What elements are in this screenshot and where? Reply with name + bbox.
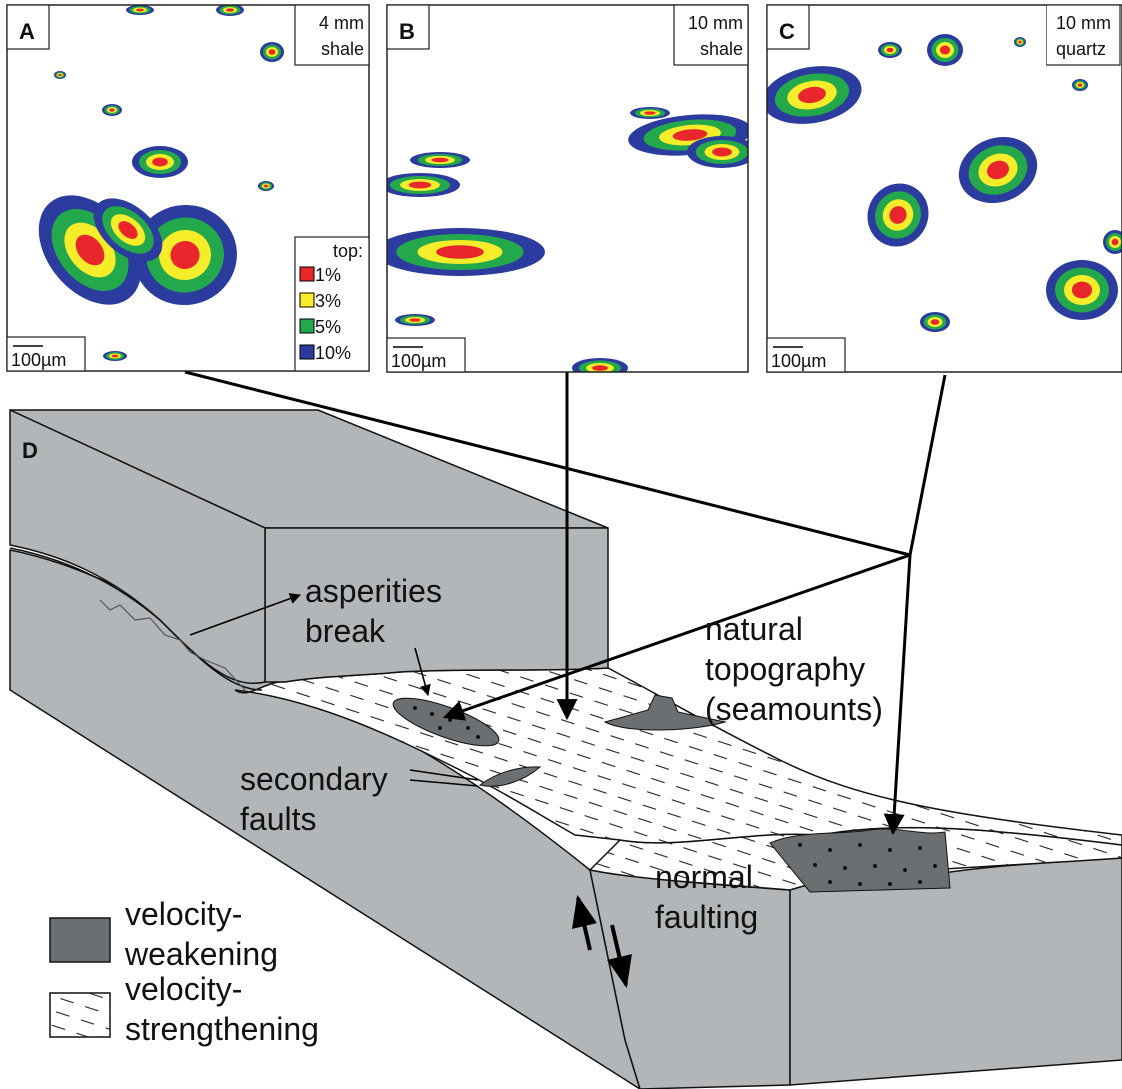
heat-region	[436, 245, 484, 258]
legend-swatch	[50, 918, 110, 962]
heat-region	[1072, 282, 1092, 299]
legend-hatch	[50, 993, 110, 1037]
figure: D asperities break natural topography (s…	[0, 0, 1122, 1089]
micrograph: B 10 mm shale 100µm	[375, 5, 757, 378]
legend-title: top:	[333, 241, 363, 261]
heat-region	[887, 48, 894, 52]
annotation: break	[305, 613, 386, 649]
legend-text: weakening	[124, 936, 278, 972]
scale-text: 100µm	[771, 351, 826, 371]
heat-region	[58, 74, 61, 76]
panel-label: A	[19, 19, 35, 44]
tag-text: 10 mm	[688, 13, 743, 33]
tag-text: 10 mm	[1056, 13, 1111, 33]
tag-text: 4 mm	[319, 13, 364, 33]
panel-label: C	[779, 19, 795, 44]
annotation: faults	[240, 801, 316, 837]
heat-region	[1112, 239, 1119, 246]
annotation: faulting	[655, 899, 758, 935]
tag-text: shale	[321, 39, 364, 59]
legend-text: 3%	[315, 291, 341, 311]
heat-region	[432, 158, 449, 162]
micrograph-panels: A 4 mm shale 100µm top: 1% 3% 5% 10% B 10 mm shale 1…	[7, 4, 1122, 378]
legend-text: velocity-	[125, 896, 242, 932]
heat-region	[264, 185, 268, 188]
legend-text: strengthening	[125, 1011, 319, 1047]
heat-region	[269, 49, 276, 55]
panel-label: B	[399, 19, 415, 44]
annotation: normal	[655, 859, 753, 895]
micrograph: C 10 mm quartz 100µm	[758, 5, 1122, 372]
legend-text: 5%	[315, 317, 341, 337]
legend-text: 1%	[315, 265, 341, 285]
heat-region	[1018, 41, 1021, 44]
panel-label: D	[22, 438, 38, 463]
connector-line	[910, 375, 945, 555]
heat-region	[712, 148, 732, 157]
heat-region	[931, 319, 939, 325]
tag-text: quartz	[1056, 39, 1106, 59]
heat-region	[1078, 83, 1082, 86]
heat-region	[644, 111, 655, 114]
lower-right-block	[790, 858, 1122, 1085]
legend-swatch	[300, 319, 314, 333]
legend-swatch	[300, 267, 314, 281]
heat-region	[136, 9, 144, 12]
connector-arrow	[893, 555, 910, 833]
legend-swatch	[300, 345, 314, 359]
annotation: secondary	[240, 761, 388, 797]
heat-region	[409, 318, 420, 321]
micrograph: A 4 mm shale 100µm top: 1% 3% 5% 10%	[7, 4, 369, 371]
legend-swatch	[300, 293, 314, 307]
tag-text: shale	[700, 39, 743, 59]
scale-text: 100µm	[391, 351, 446, 371]
tag: 10 mm quartz	[1046, 5, 1120, 65]
annotation: (seamounts)	[705, 691, 883, 727]
scale-text: 100µm	[11, 350, 66, 370]
legend-text: velocity-	[125, 971, 242, 1007]
heat-region	[409, 182, 431, 189]
annotation: asperities	[305, 573, 442, 609]
heat-region	[940, 46, 950, 55]
heat-region	[109, 108, 115, 111]
legend-text: 10%	[315, 343, 351, 363]
heat-region	[112, 355, 119, 358]
heat-region	[152, 158, 168, 167]
annotation: natural	[705, 611, 803, 647]
heat-region	[592, 365, 608, 371]
heat-region	[226, 8, 234, 11]
annotation: topography	[705, 651, 865, 687]
